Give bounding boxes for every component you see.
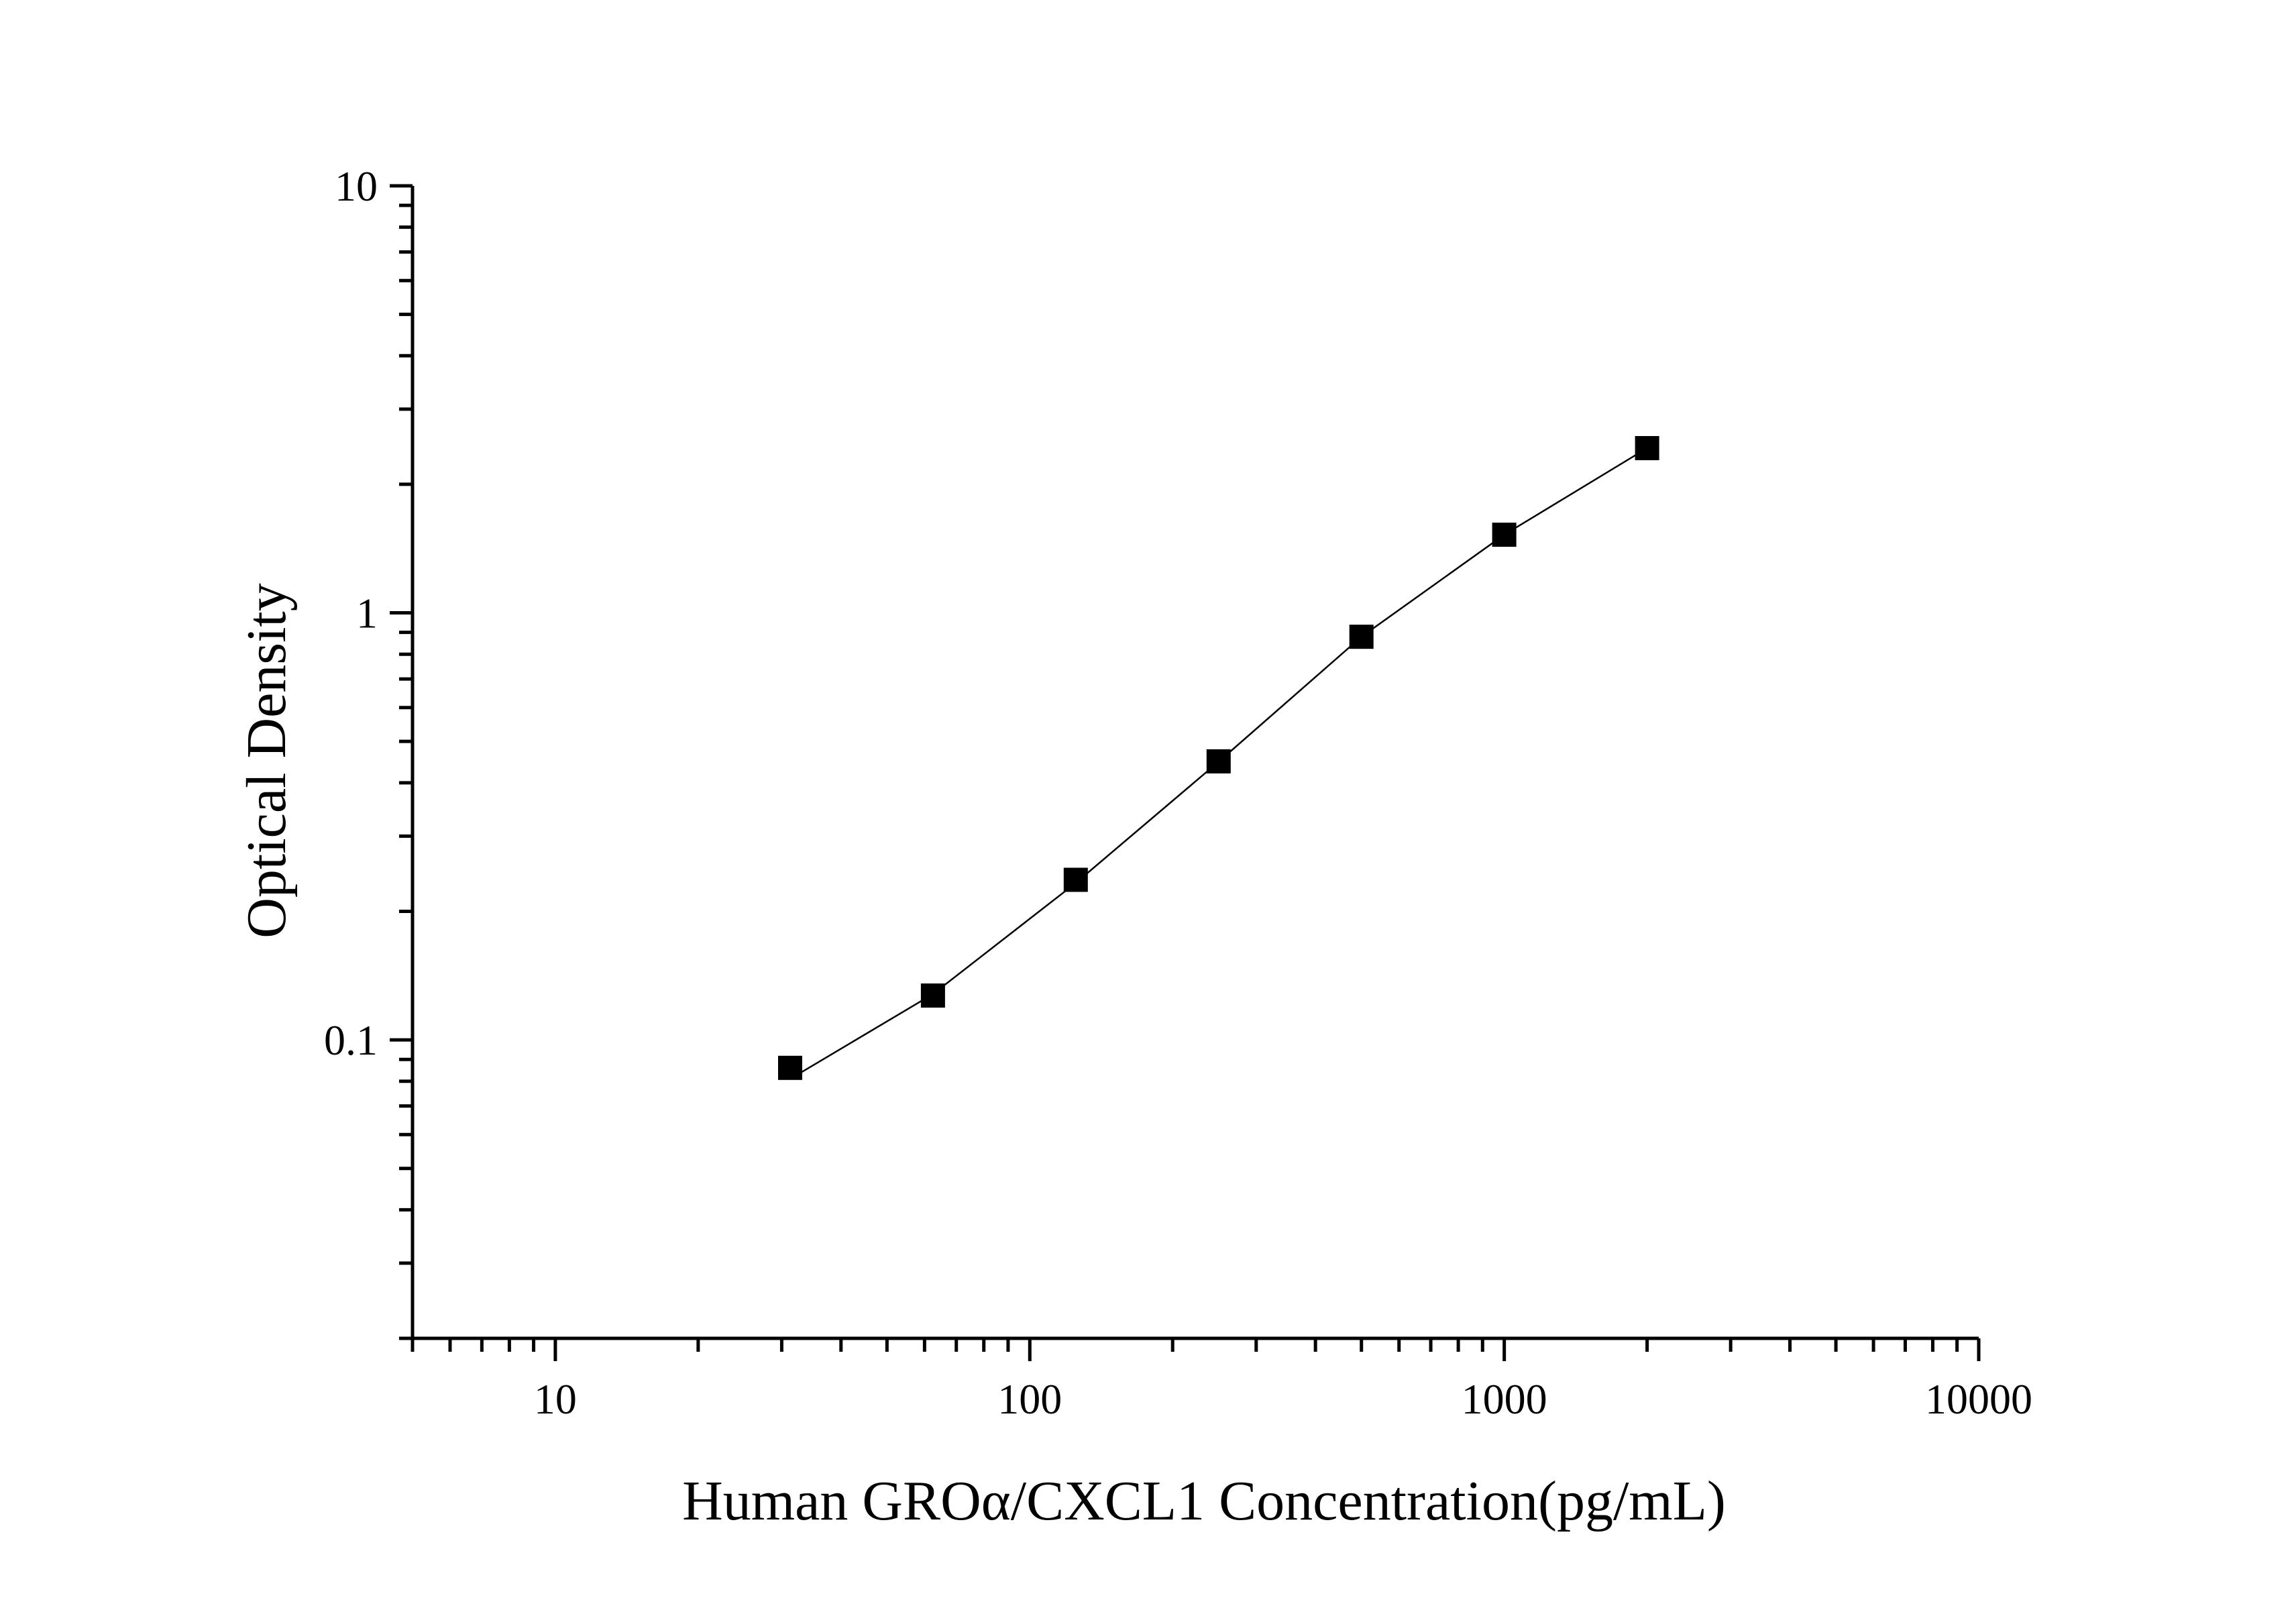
- x-axis-ticks: 10 100 1000 10000: [411, 1338, 2032, 1423]
- x-axis-title: Human GROα/CXCL1 Concentration(pg/mL): [682, 1470, 1726, 1532]
- data-point-marker: [920, 983, 945, 1008]
- data-point-marker: [1063, 867, 1088, 892]
- x-tick-label: 10000: [1925, 1375, 2032, 1423]
- data-point-marker: [1349, 625, 1374, 649]
- x-tick-label: 10: [534, 1375, 577, 1423]
- data-point-marker: [1635, 436, 1659, 460]
- data-point-marker: [1206, 749, 1231, 773]
- y-axis-ticks: 0.1 1 10: [324, 162, 413, 1340]
- data-markers: [778, 436, 1659, 1080]
- data-point-marker: [1492, 523, 1517, 547]
- y-tick-label: 1: [356, 590, 378, 637]
- x-tick-label: 100: [997, 1375, 1062, 1423]
- y-axis-title: Optical Density: [235, 583, 298, 939]
- y-tick-label: 10: [335, 162, 378, 210]
- plot-area: [778, 436, 1659, 1080]
- x-tick-label: 1000: [1462, 1375, 1547, 1423]
- y-tick-label: 0.1: [324, 1016, 378, 1064]
- data-point-marker: [778, 1055, 802, 1080]
